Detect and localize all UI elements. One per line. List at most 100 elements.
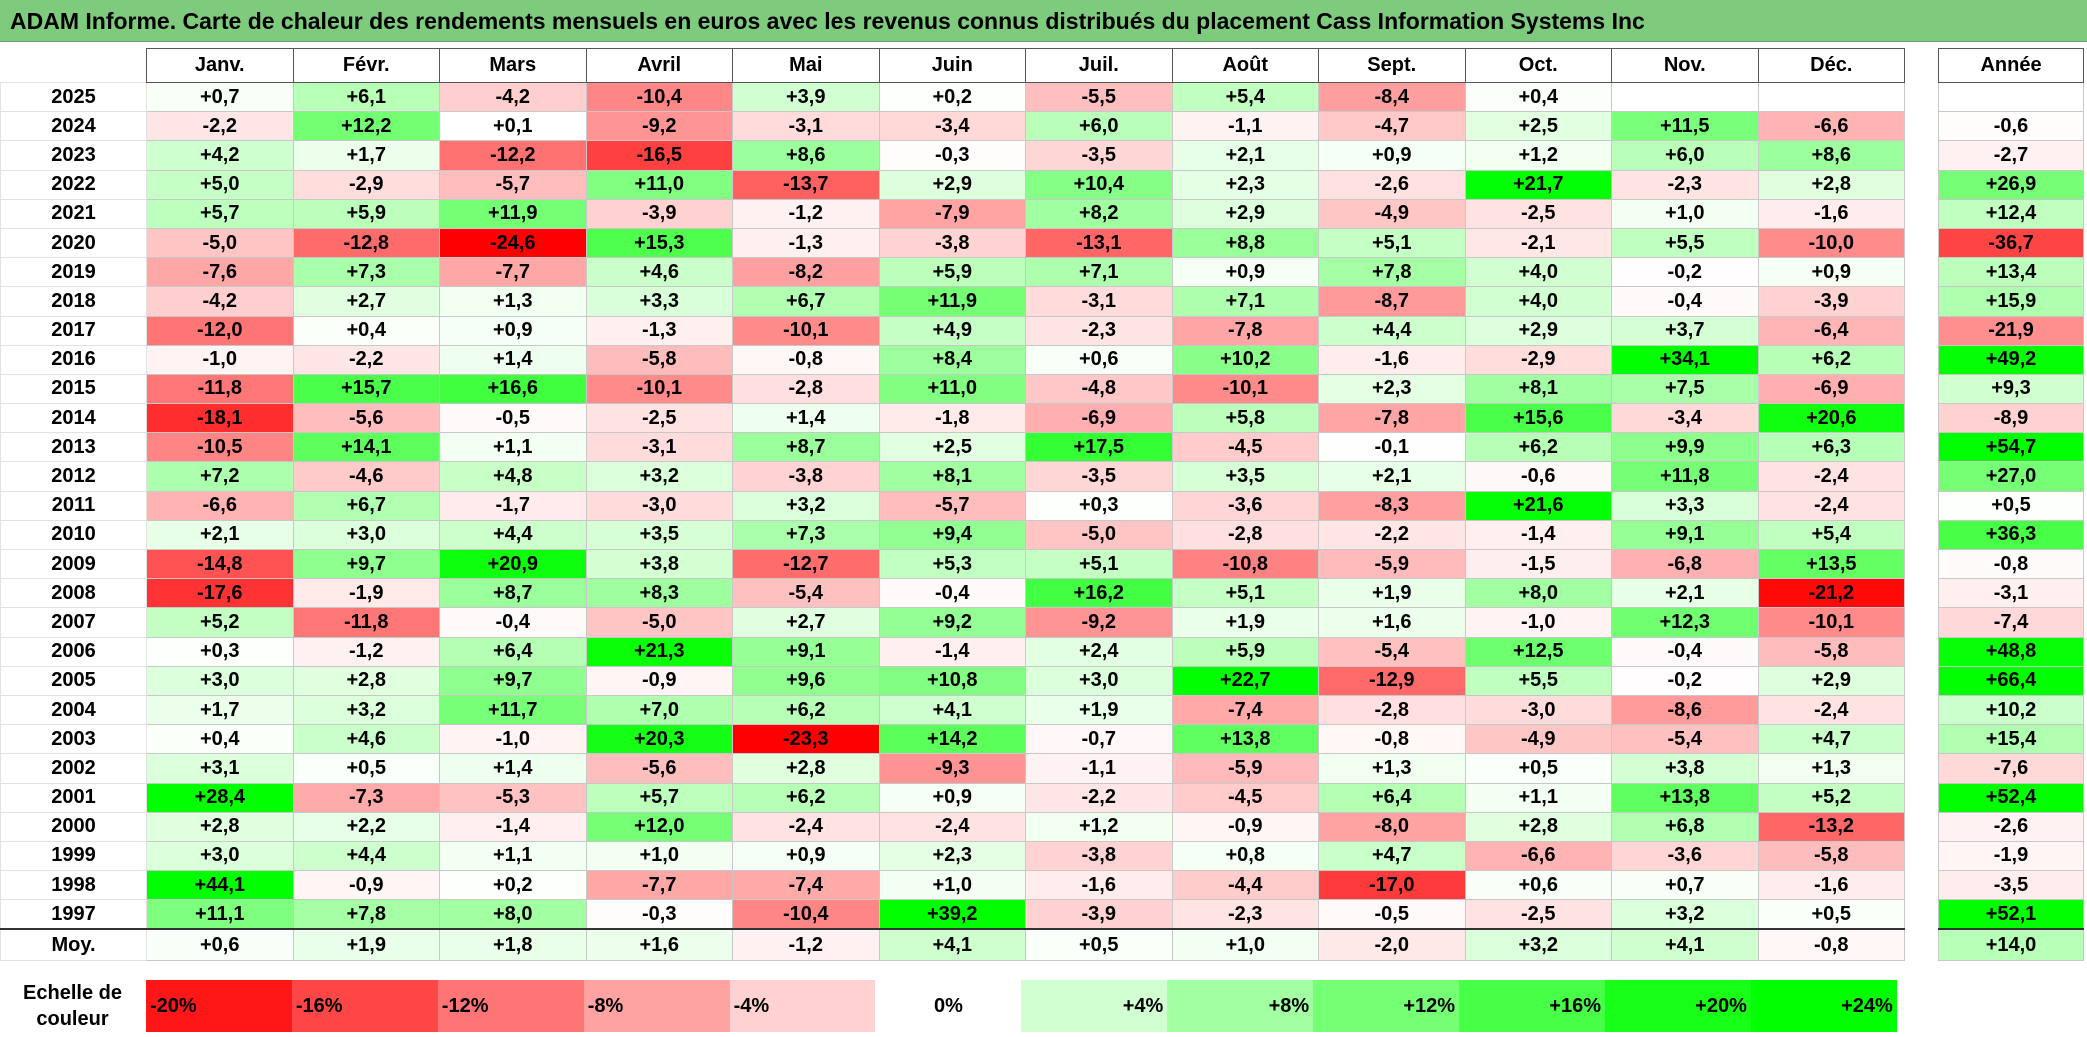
year-label: 2023: [0, 140, 147, 171]
year-row: 2020 -5,0 -12,8 -24,6 +15,3 -1,3 -3,8 -13,1 +8,8…: [0, 227, 1905, 259]
heatmap-cell: +6,3: [1757, 432, 1905, 463]
heatmap-cell: +1,0: [878, 870, 1026, 901]
heatmap-cell: -10,8: [1171, 548, 1319, 580]
heatmap-cell: +6,1: [292, 81, 440, 113]
heatmap-cell: +7,1: [1025, 257, 1173, 288]
annual-cell: -7,6: [1938, 753, 2084, 784]
heatmap-cell: +11,1: [146, 899, 294, 930]
heatmap-cell: +1,4: [439, 344, 587, 375]
heatmap-cell: -18,1: [146, 403, 294, 434]
year-row: 2025 +0,7 +6,1 -4,2 -10,4 +3,9 +0,2 -5,5 +5,4 -8,…: [0, 81, 1905, 113]
heatmap-cell: +4,0: [1464, 286, 1612, 317]
heatmap-cell: +13,8: [1171, 724, 1319, 755]
scale-swatch: +20%: [1605, 980, 1751, 1032]
heatmap-cell: +6,0: [1025, 111, 1173, 142]
heatmap-cell: -5,9: [1318, 548, 1466, 580]
heatmap-cell: -10,1: [1757, 607, 1905, 638]
year-row: 2017 -12,0 +0,4 +0,9 -1,3 -10,1 +4,9 -2,3 -7,8 +4…: [0, 315, 1905, 346]
year-row: 2021 +5,7 +5,9 +11,9 -3,9 -1,2 -7,9 +8,2 +2,9 -4,…: [0, 198, 1905, 229]
heatmap-cell: -2,3: [1171, 899, 1319, 930]
heatmap-cell: -5,0: [146, 227, 294, 259]
scale-swatch: -16%: [291, 980, 438, 1032]
heatmap-cell: +21,3: [585, 636, 733, 667]
heatmap-cell: +5,0: [146, 169, 294, 200]
heatmap-cell: -17,0: [1318, 870, 1466, 901]
heatmap-cell: +7,0: [585, 694, 733, 726]
heatmap-cell: +1,9: [1025, 694, 1173, 726]
heatmap-cell: -23,3: [732, 724, 880, 755]
heatmap-cell: -1,2: [292, 636, 440, 667]
heatmap-cell: +0,4: [1464, 81, 1612, 113]
annual-cell: +49,2: [1938, 344, 2084, 375]
heatmap-cell: -5,5: [1025, 81, 1173, 113]
heatmap-cell: +5,8: [1171, 403, 1319, 434]
heatmap-cell: -1,3: [585, 315, 733, 346]
heatmap-cell: -1,1: [1171, 111, 1319, 142]
annual-cell: +13,4: [1938, 257, 2084, 288]
heatmap-cell: +0,9: [439, 315, 587, 346]
average-cell: +4,1: [1611, 928, 1759, 962]
annual-cell: +0,5: [1938, 490, 2084, 521]
heatmap-cell: -12,8: [292, 227, 440, 259]
heatmap-cell: +1,9: [1318, 578, 1466, 609]
heatmap-cell: -8,4: [1318, 81, 1466, 113]
heatmap-cell: +2,8: [732, 753, 880, 784]
scale-swatch: +16%: [1459, 980, 1605, 1032]
year-label: 2013: [0, 432, 147, 463]
year-row: 2006 +0,3 -1,2 +6,4 +21,3 +9,1 -1,4 +2,4 +5,9 -5,…: [0, 636, 1905, 667]
heatmap-cell: +11,9: [878, 286, 1026, 317]
heatmap-cell: -14,8: [146, 548, 294, 580]
heatmap-cell: +21,6: [1464, 490, 1612, 521]
month-header: Août: [1171, 48, 1319, 83]
heatmap-cell: +1,9: [1171, 607, 1319, 638]
heatmap-cell: -9,3: [878, 753, 1026, 784]
month-header: Juin: [878, 48, 1026, 83]
year-row: 2001 +28,4 -7,3 -5,3 +5,7 +6,2 +0,9 -2,2 -4,5 +6,…: [0, 782, 1905, 813]
average-cell: +0,5: [1025, 928, 1173, 962]
heatmap-cell: +0,8: [1171, 840, 1319, 872]
heatmap-cell: +4,4: [439, 519, 587, 551]
heatmap-cell: +7,8: [1318, 257, 1466, 288]
scale-swatch: -20%: [146, 980, 292, 1032]
heatmap-cell: +14,1: [292, 432, 440, 463]
heatmap-cell: +3,5: [585, 519, 733, 551]
year-row: 2003 +0,4 +4,6 -1,0 +20,3 -23,3 +14,2 -0,7 +13,8…: [0, 724, 1905, 755]
heatmap-cell: -6,9: [1025, 403, 1173, 434]
year-row: 2007 +5,2 -11,8 -0,4 -5,0 +2,7 +9,2 -9,2 +1,9 +1,…: [0, 607, 1905, 638]
heatmap-cell: +3,3: [585, 286, 733, 317]
year-label: 2002: [0, 753, 147, 784]
average-cell: +1,9: [292, 928, 440, 962]
heatmap-cell: +12,3: [1611, 607, 1759, 638]
heatmap-cell: -5,8: [1757, 636, 1905, 667]
heatmap-cell: +2,8: [1757, 169, 1905, 200]
year-label: 2016: [0, 344, 147, 375]
heatmap-cell: +5,4: [1757, 519, 1905, 551]
heatmap-cell: -0,4: [878, 578, 1026, 609]
heatmap-cell: +0,6: [1464, 870, 1612, 901]
heatmap-cell: +0,9: [878, 782, 1026, 813]
heatmap-cell: -9,2: [585, 111, 733, 142]
heatmap-cell: +4,1: [878, 694, 1026, 726]
heatmap-cell: -0,9: [585, 665, 733, 696]
year-label: 1999: [0, 840, 147, 872]
average-cell: +1,6: [585, 928, 733, 962]
heatmap-cell: +8,3: [585, 578, 733, 609]
heatmap-cell: +15,6: [1464, 403, 1612, 434]
heatmap-cell: -1,0: [1464, 607, 1612, 638]
heatmap-cell: +4,7: [1318, 840, 1466, 872]
heatmap-cell: +1,4: [732, 403, 880, 434]
scale-swatch: +4%: [1021, 980, 1168, 1032]
heatmap-cell: -2,6: [1318, 169, 1466, 200]
heatmap-cell: -5,8: [585, 344, 733, 375]
heatmap-cell: -5,4: [1318, 636, 1466, 667]
heatmap-cell: +3,2: [1611, 899, 1759, 930]
heatmap-cell: +11,5: [1611, 111, 1759, 142]
year-row: 2023 +4,2 +1,7 -12,2 -16,5 +8,6 -0,3 -3,5 +2,1 +0…: [0, 140, 1905, 171]
heatmap-cell: +1,1: [1464, 782, 1612, 813]
average-cell: +0,6: [146, 928, 294, 962]
header-corner: [0, 48, 147, 83]
annual-cell: +26,9: [1938, 169, 2084, 200]
heatmap-cell: +1,2: [1464, 140, 1612, 171]
month-header: Sept.: [1318, 48, 1466, 83]
heatmap-cell: -2,2: [146, 111, 294, 142]
